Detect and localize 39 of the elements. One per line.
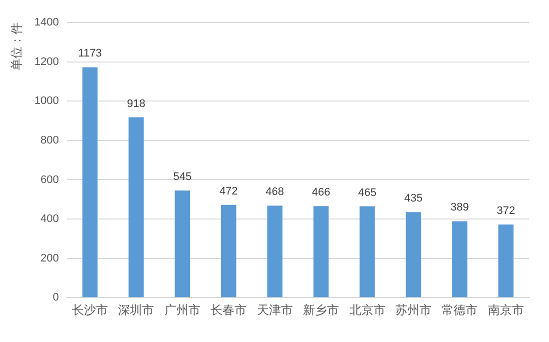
y-tick-label: 1000	[34, 95, 59, 108]
x-tick-label: 天津市	[256, 303, 293, 318]
y-tick-label: 200	[40, 252, 59, 264]
data-label: 545	[173, 171, 192, 184]
y-tick-label: 600	[40, 174, 59, 186]
x-tick-label: 长沙市	[72, 303, 108, 318]
bar	[174, 190, 190, 298]
y-axis-title: 单位：件	[10, 22, 24, 71]
data-label: 468	[266, 186, 284, 198]
data-label: 435	[404, 192, 423, 205]
data-label: 1173	[78, 48, 102, 60]
bar	[128, 117, 144, 298]
data-label: 918	[127, 98, 146, 110]
data-label: 472	[219, 185, 238, 198]
data-label: 466	[312, 186, 330, 199]
bar	[313, 206, 329, 298]
bar	[498, 224, 514, 298]
x-tick-label: 长春市	[210, 303, 247, 318]
y-tick-label: 1400	[34, 16, 59, 29]
bar	[406, 212, 422, 298]
x-tick-label: 深圳市	[118, 303, 154, 318]
bar	[220, 204, 236, 298]
bar	[82, 67, 98, 298]
x-tick-label: 南京市	[488, 303, 524, 318]
x-tick-label: 广州市	[164, 303, 200, 318]
bar	[360, 206, 375, 298]
y-tick-label: 800	[40, 134, 59, 146]
y-tick-label: 0	[52, 292, 59, 304]
y-tick-label: 400	[40, 213, 59, 226]
y-tick-label: 1200	[34, 56, 59, 68]
x-tick-label: 常德市	[442, 303, 478, 318]
data-label: 389	[450, 202, 469, 214]
data-label: 372	[496, 205, 516, 218]
x-tick-label: 苏州市	[395, 303, 432, 318]
data-label: 465	[358, 186, 376, 199]
x-tick-label: 北京市	[349, 303, 386, 318]
bar	[452, 221, 468, 298]
bar	[267, 206, 282, 298]
x-tick-label: 新乡市	[303, 303, 340, 318]
